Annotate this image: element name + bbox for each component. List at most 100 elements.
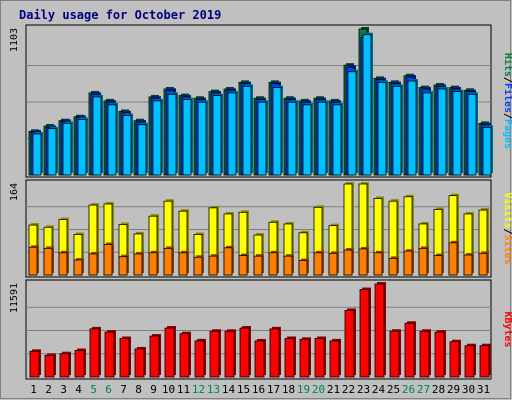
bar-kbytes bbox=[194, 340, 205, 378]
bar-sites bbox=[193, 256, 203, 276]
day-label-9: 9 bbox=[150, 383, 157, 396]
day-label-14: 14 bbox=[222, 383, 236, 396]
series-label: Hits/Files/Pages bbox=[502, 53, 512, 149]
series-label: KBytes bbox=[502, 311, 512, 347]
bar-sites bbox=[463, 254, 473, 276]
day-label-25: 25 bbox=[387, 383, 400, 396]
bar-pages bbox=[107, 104, 117, 176]
day-label-8: 8 bbox=[135, 383, 142, 396]
bar-sites bbox=[478, 252, 488, 276]
bar-kbytes bbox=[464, 345, 475, 378]
bar-kbytes bbox=[149, 335, 160, 378]
day-label-21: 21 bbox=[327, 383, 340, 396]
y-max-label: 164 bbox=[9, 183, 20, 201]
bar-pages bbox=[302, 104, 312, 176]
bar-sites bbox=[28, 246, 38, 276]
day-label-31: 31 bbox=[477, 383, 490, 396]
bar-sites bbox=[358, 248, 368, 276]
bar-sites bbox=[133, 253, 143, 276]
panel-kbytes: 11591 KBytes bbox=[9, 279, 512, 380]
bar-sites bbox=[388, 257, 398, 276]
bar-kbytes bbox=[344, 310, 355, 378]
day-label-23: 23 bbox=[357, 383, 370, 396]
bar-pages bbox=[227, 92, 237, 176]
day-label-27: 27 bbox=[417, 383, 430, 396]
day-label-17: 17 bbox=[267, 383, 280, 396]
day-label-22: 22 bbox=[342, 383, 355, 396]
series-label-part: / bbox=[502, 228, 512, 234]
bar-pages bbox=[287, 101, 297, 176]
bar-pages bbox=[272, 87, 282, 176]
bar-kbytes bbox=[314, 338, 325, 378]
day-labels: 1 2 3 4 5 6 7 8 9 10 11 12 13 14 15 16 17 18 19 20 21 22 23 24 2… bbox=[30, 383, 490, 396]
bar-sites bbox=[238, 255, 248, 276]
day-label-28: 28 bbox=[432, 383, 445, 396]
day-label-12: 12 bbox=[192, 383, 205, 396]
day-label-30: 30 bbox=[462, 383, 475, 396]
bar-pages bbox=[137, 124, 147, 176]
bar-pages bbox=[362, 34, 372, 176]
bar-kbytes bbox=[449, 341, 460, 378]
bar-kbytes bbox=[479, 345, 490, 378]
bar-sites bbox=[208, 255, 218, 276]
day-label-15: 15 bbox=[237, 383, 250, 396]
bar-sites bbox=[268, 252, 278, 276]
bar-sites bbox=[313, 252, 323, 276]
bar-pages bbox=[152, 100, 162, 176]
bar-sites bbox=[43, 247, 53, 276]
bar-sites bbox=[88, 253, 98, 276]
bar-kbytes bbox=[404, 322, 415, 378]
day-label-18: 18 bbox=[282, 383, 295, 396]
series-label-part: / bbox=[502, 77, 512, 83]
bar-kbytes bbox=[239, 327, 250, 378]
bar-pages bbox=[482, 126, 492, 176]
bar-kbytes bbox=[134, 348, 145, 378]
bar-kbytes bbox=[44, 354, 55, 378]
bar-sites bbox=[343, 249, 353, 276]
bar-pages bbox=[377, 81, 387, 176]
day-label-13: 13 bbox=[207, 383, 220, 396]
day-label-20: 20 bbox=[312, 383, 325, 396]
bar-pages bbox=[167, 93, 177, 176]
bar-kbytes bbox=[329, 340, 340, 378]
bar-kbytes bbox=[59, 353, 70, 378]
bar-sites bbox=[433, 255, 443, 276]
bar-pages bbox=[467, 93, 477, 176]
bar-pages bbox=[182, 99, 192, 176]
bar-sites bbox=[178, 252, 188, 276]
bar-kbytes bbox=[299, 338, 310, 378]
day-label-19: 19 bbox=[297, 383, 310, 396]
bar-kbytes bbox=[419, 330, 430, 378]
bar-kbytes bbox=[374, 283, 385, 378]
day-label-2: 2 bbox=[45, 383, 52, 396]
day-label-3: 3 bbox=[60, 383, 67, 396]
bar-kbytes bbox=[254, 340, 265, 378]
bar-kbytes bbox=[74, 350, 85, 378]
day-label-16: 16 bbox=[252, 383, 265, 396]
series-label-part: Sites bbox=[502, 235, 512, 265]
bar-pages bbox=[47, 128, 57, 176]
bar-sites bbox=[328, 252, 338, 276]
bar-sites bbox=[163, 247, 173, 276]
bar-pages bbox=[122, 115, 132, 176]
bar-pages bbox=[317, 101, 327, 176]
bar-sites bbox=[253, 255, 263, 276]
day-label-4: 4 bbox=[75, 383, 82, 396]
bar-sites bbox=[373, 252, 383, 276]
bar-pages bbox=[212, 95, 222, 176]
day-label-7: 7 bbox=[120, 383, 127, 396]
bar-sites bbox=[103, 244, 113, 276]
bar-pages bbox=[62, 122, 72, 176]
bar-sites bbox=[148, 252, 158, 276]
bar-kbytes bbox=[389, 330, 400, 378]
bar-kbytes bbox=[434, 331, 445, 378]
series-label: Visits/Sites bbox=[502, 192, 512, 264]
panel-visits-sites: 164 Visits/Sites bbox=[9, 179, 512, 278]
series-label-part: / bbox=[502, 113, 512, 119]
day-label-24: 24 bbox=[372, 383, 386, 396]
day-label-1: 1 bbox=[30, 383, 37, 396]
